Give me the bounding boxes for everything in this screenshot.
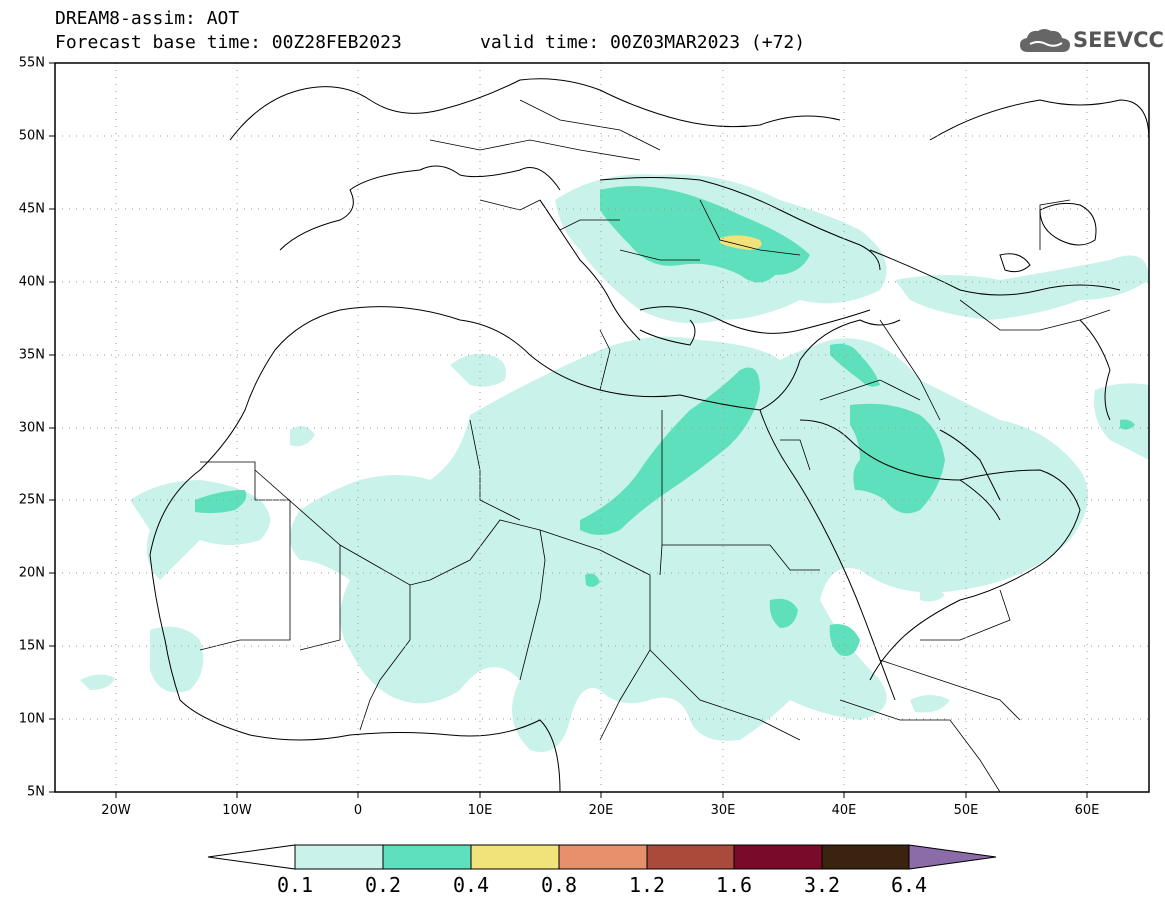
colorbar-swatch [470,844,560,870]
lat-label: 10N [19,712,45,727]
colorbar-label: 6.4 [891,873,927,897]
graticule [55,63,1149,792]
colorbar-label: 0.2 [365,873,401,897]
colorbar-swatch [558,844,648,870]
colorbar-lower-arrow [207,844,296,870]
tick-marks [49,62,1088,798]
colorbar-label: 3.2 [804,873,840,897]
map-title: DREAM8-assim: AOT [55,8,240,29]
colorbar-swatch [382,844,472,870]
latitude-labels: 55N 50N 45N 40N 35N 30N 25N 20N 15N 10N … [19,56,45,800]
longitude-labels: 20W 10W 0 10E 20E 30E 40E 50E 60E [101,803,1099,818]
country-borders [199,99,1111,792]
colorbar-label: 1.2 [629,873,665,897]
lat-label: 25N [19,493,45,508]
lat-label: 55N [19,56,45,71]
lon-label: 10E [468,803,493,818]
colorbar-label: 0.4 [453,873,489,897]
aot-shading [80,174,1149,752]
colorbar-swatch [733,844,823,870]
lon-label: 40E [832,803,857,818]
lat-label: 45N [19,202,45,217]
valid-time: valid time: 00Z03MAR2023 (+72) [480,32,806,53]
lon-label: 10W [222,803,252,818]
colorbar-swatch [646,844,735,870]
colorbar-swatch [294,844,384,870]
colorbar-upper-arrow [908,844,997,870]
forecast-base-time: Forecast base time: 00Z28FEB2023 [55,32,402,53]
cloud-icon [1020,29,1070,52]
colorbar-labels: 0.1 0.2 0.4 0.8 1.2 1.6 3.2 6.4 [277,873,927,897]
seevccc-logo: SEEVCCC [1018,26,1165,56]
aot-band-0-4 [720,235,762,250]
lon-label: 0 [354,803,362,818]
colorbar [207,844,997,870]
lat-label: 50N [19,129,45,144]
lat-label: 35N [19,348,45,363]
colorbar-label: 0.1 [277,873,313,897]
lat-label: 30N [19,421,45,436]
lat-label: 20N [19,566,45,581]
coastlines [149,78,1149,792]
lat-label: 40N [19,275,45,290]
aot-band-0-1 [80,174,1149,752]
lon-label: 20E [589,803,614,818]
lon-label: 30E [711,803,736,818]
lon-label: 60E [1075,803,1100,818]
lon-label: 20W [101,803,131,818]
colorbar-swatch [821,844,910,870]
logo-text: SEEVCCC [1073,28,1165,52]
lat-label: 5N [27,785,45,800]
colorbar-label: 0.8 [541,873,577,897]
colorbar-label: 1.6 [716,873,752,897]
lon-label: 50E [954,803,979,818]
lat-label: 15N [19,639,45,654]
